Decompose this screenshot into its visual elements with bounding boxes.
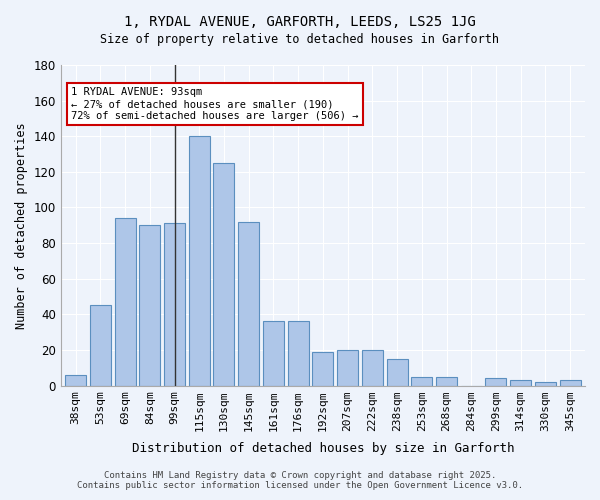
Bar [189,136,210,386]
Bar [263,322,284,386]
Bar [287,322,308,386]
X-axis label: Distribution of detached houses by size in Garforth: Distribution of detached houses by size … [131,442,514,455]
Bar [65,375,86,386]
Bar [485,378,506,386]
Text: 1, RYDAL AVENUE, GARFORTH, LEEDS, LS25 1JG: 1, RYDAL AVENUE, GARFORTH, LEEDS, LS25 1… [124,15,476,29]
Bar [510,380,531,386]
Bar [214,163,235,386]
Bar [386,359,407,386]
Bar [238,222,259,386]
Text: Size of property relative to detached houses in Garforth: Size of property relative to detached ho… [101,32,499,46]
Text: 1 RYDAL AVENUE: 93sqm
← 27% of detached houses are smaller (190)
72% of semi-det: 1 RYDAL AVENUE: 93sqm ← 27% of detached … [71,88,359,120]
Bar [337,350,358,386]
Y-axis label: Number of detached properties: Number of detached properties [15,122,28,328]
Bar [115,218,136,386]
Bar [313,352,334,386]
Bar [411,376,433,386]
Bar [535,382,556,386]
Bar [560,380,581,386]
Bar [164,224,185,386]
Bar [139,226,160,386]
Bar [90,306,111,386]
Bar [436,376,457,386]
Text: Contains HM Land Registry data © Crown copyright and database right 2025.
Contai: Contains HM Land Registry data © Crown c… [77,470,523,490]
Bar [362,350,383,386]
